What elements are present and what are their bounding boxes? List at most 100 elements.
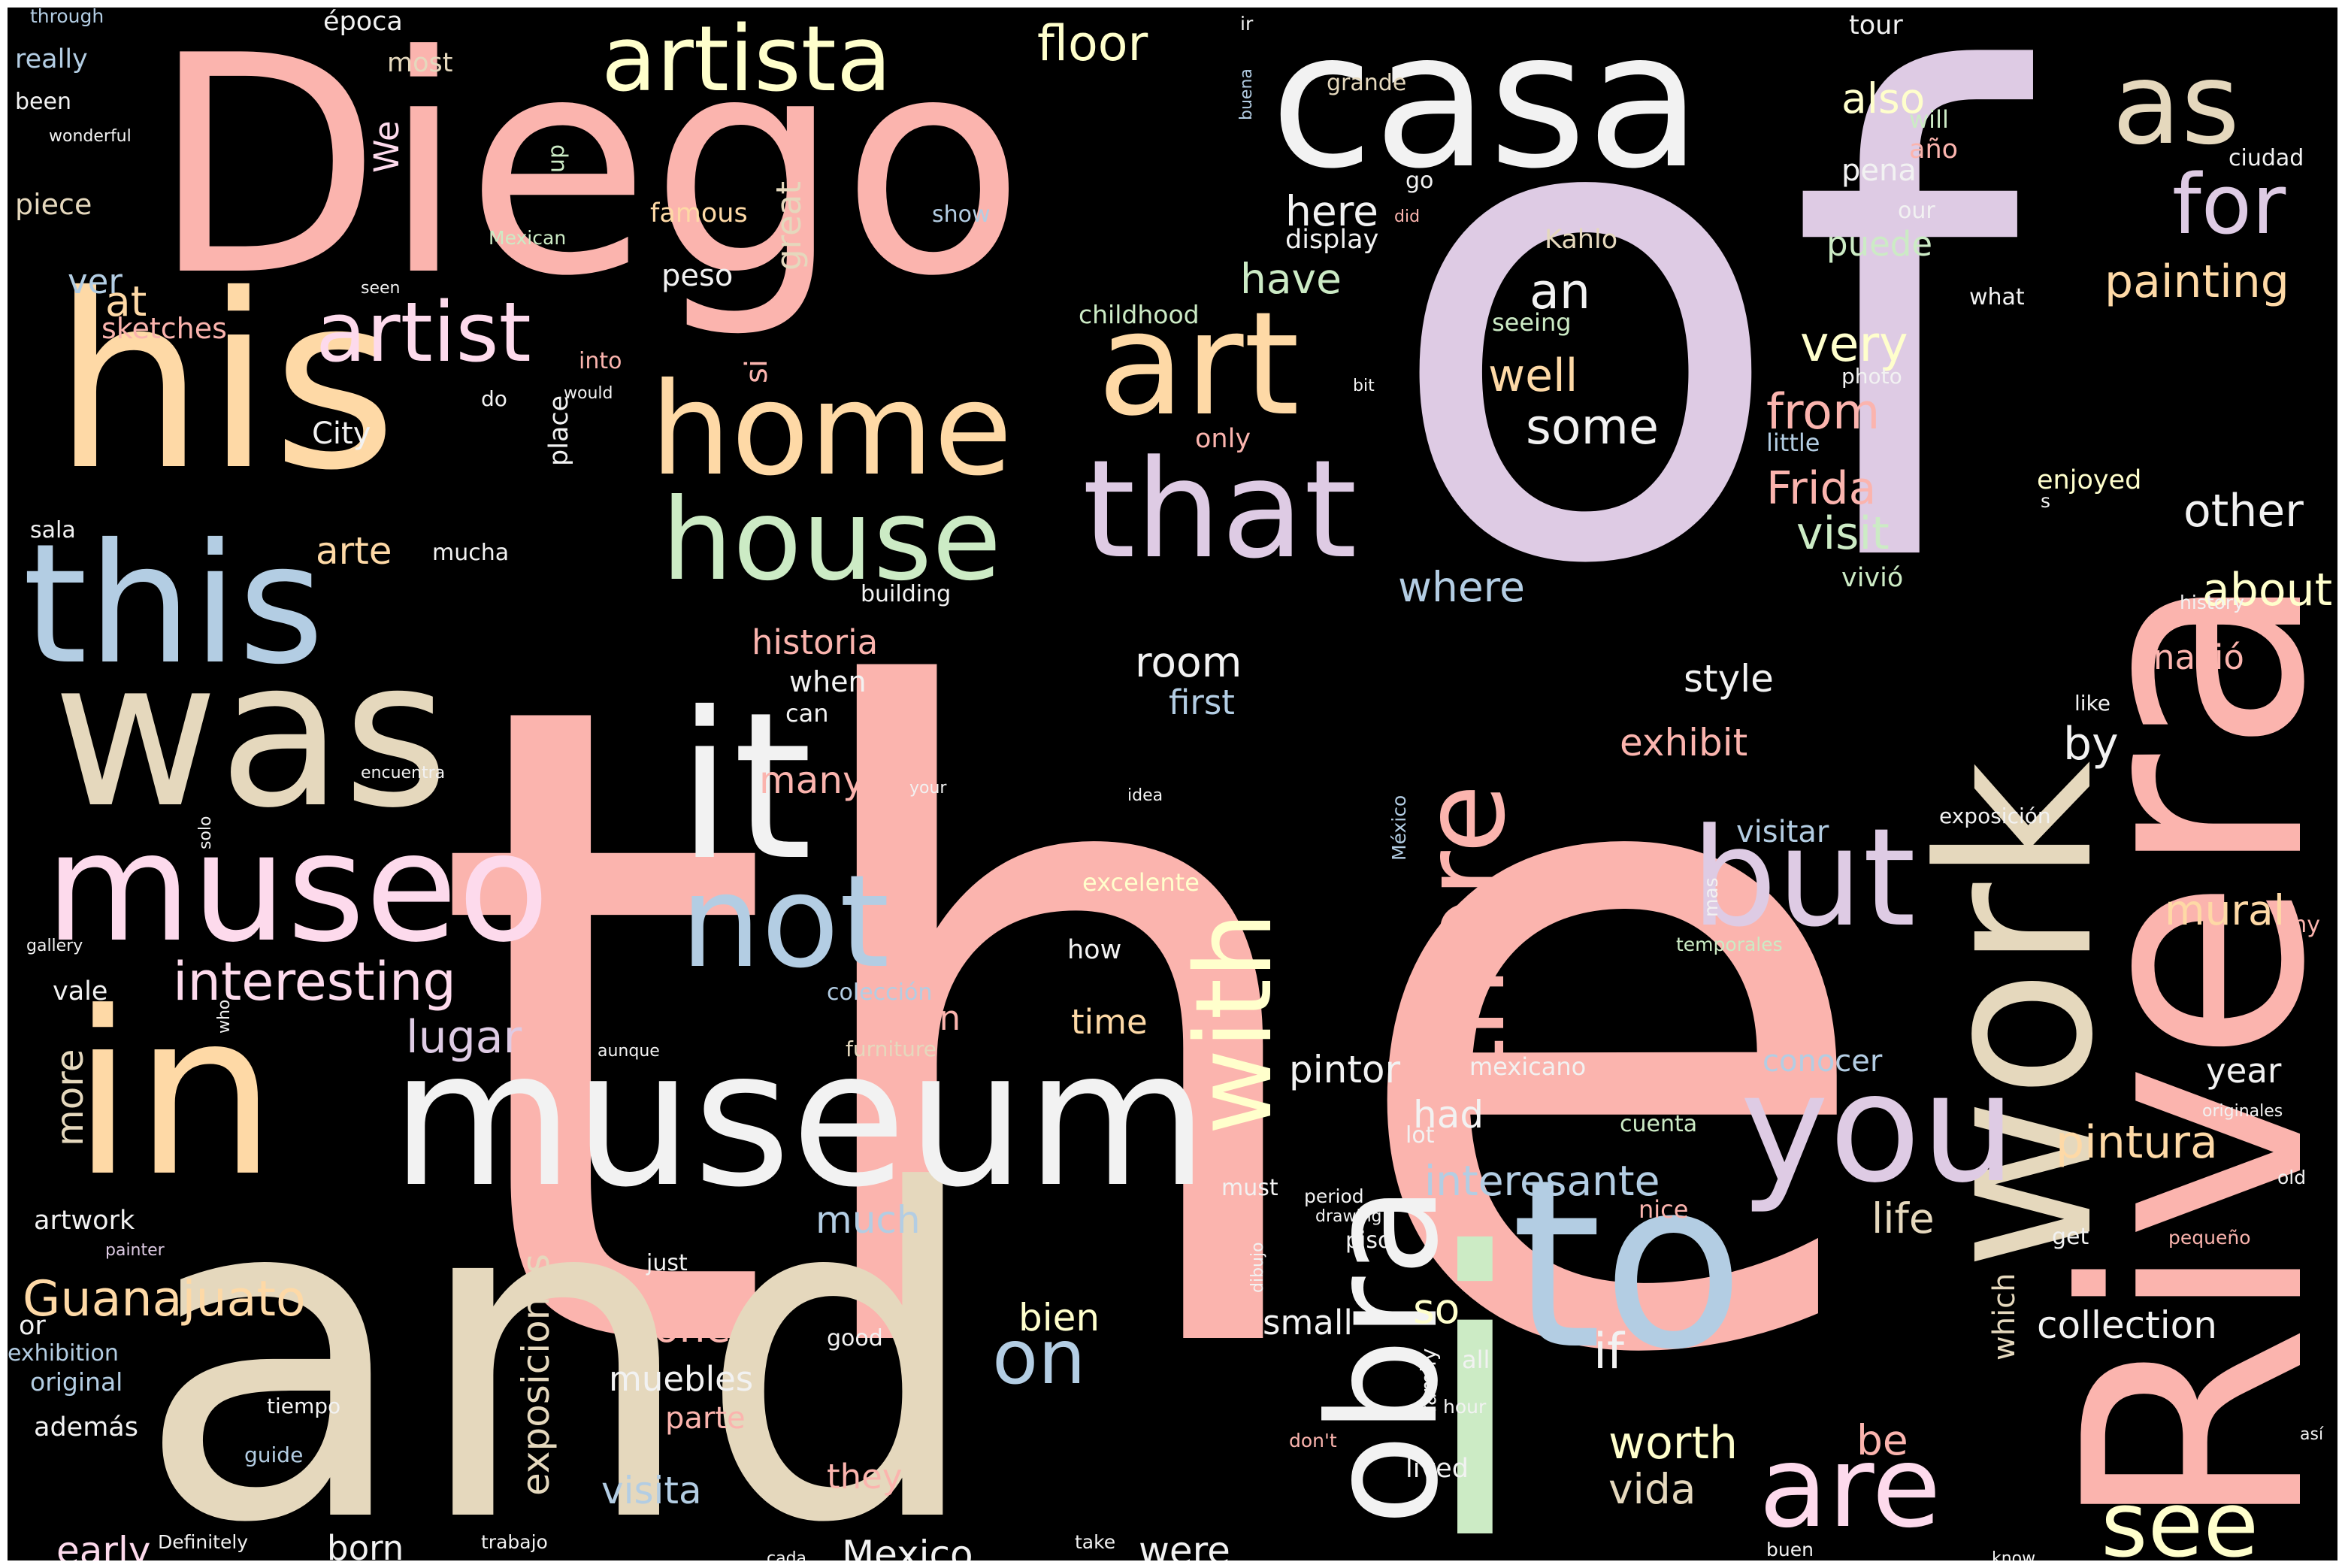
word-guide: guide [244,1442,303,1467]
word-arte: arte [316,529,392,573]
word-cuenta: cuenta [1620,1111,1697,1137]
word-si: si [740,359,774,383]
word-dibujo: dibujo [1248,1242,1267,1293]
word-house: house [661,475,1001,606]
word-exhibition: exhibition [8,1340,119,1367]
word-our: our [1898,198,1935,224]
word-was: was [53,616,449,852]
word-by: by [2063,718,2119,770]
word-photo: photo [1841,364,1902,389]
word-there: there [1399,784,1530,1082]
word-idea: idea [1127,786,1163,805]
word-grande: grande [1327,70,1406,96]
word-your: your [909,779,947,798]
word-were: were [1139,1529,1230,1560]
word-parte: parte [665,1401,746,1436]
word-who: who [215,1000,234,1034]
word-interesante: interesante [1424,1157,1660,1205]
word-bien: bien [1018,1296,1100,1339]
word-know: know [1992,1549,2035,1560]
word-well: well [1488,350,1578,402]
word-been: been [15,89,71,115]
word-lot: lot [1405,1122,1435,1149]
word-frida: Frida [1766,462,1876,515]
word-really: really [15,44,88,74]
word-exhibit: exhibit [1620,721,1747,764]
word-guanajuato: Guanajuato [23,1271,306,1327]
word-life: life [1871,1194,1935,1243]
word-where: where [1398,563,1525,611]
word-are: are [1759,1422,1941,1553]
word-museo: museo [45,801,549,976]
word-artwork: artwork [34,1206,135,1236]
word-as: as [2112,39,2240,170]
word-original: original [30,1367,123,1397]
word-would: would [564,384,613,403]
word-painter: painter [105,1241,165,1260]
word-at: at [105,277,147,325]
word-go: go [1405,168,1433,194]
word-the: the [428,516,1884,1548]
word-pintor: pintor [1289,1048,1401,1091]
word-only: only [1195,424,1251,454]
word-peso: peso [661,259,733,293]
word-sala: sala [30,517,76,543]
word-artista: artista [601,8,891,112]
word-one: one [654,1303,731,1352]
word-gallery: gallery [26,937,83,955]
word-tour: tour [1849,11,1903,41]
word-tiempo: tiempo [267,1394,340,1418]
word-piece: piece [15,188,92,221]
word-did: did [1394,207,1420,226]
word-little: little [1766,428,1820,457]
word-have: have [1240,255,1342,303]
word-m-xico: México [1388,795,1410,861]
word-don-t: don't [1289,1430,1337,1451]
word-in: in [71,964,277,1226]
word-mexicano: mexicano [1469,1052,1586,1081]
word-solo: solo [196,816,215,850]
word-history: history [2180,592,2244,613]
word-great: great [769,181,809,271]
word-art: art [1097,281,1300,447]
word-can: can [785,699,828,728]
word-worth: worth [1608,1417,1738,1470]
word-do: do [481,386,507,411]
word-visitar: visitar [1736,815,1829,849]
word-conocer: conocer [1763,1044,1883,1079]
word-will: will [1909,105,1949,134]
word-piso: piso [1345,1227,1391,1254]
word-lived: lived [1405,1454,1469,1484]
word-ver: ver [68,262,123,301]
word-period: period [1304,1185,1364,1207]
word-buen: buen [1766,1539,1814,1560]
word-mural: mural [2165,886,2285,934]
word-casa: casa [1270,8,1702,210]
word-many: many [759,758,865,802]
word-like: like [2074,691,2110,716]
word-aunque: aunque [598,1042,660,1061]
word-born: born [327,1528,404,1560]
word-which: which [1987,1273,2022,1361]
word-other: other [2183,485,2304,537]
word-excelente: excelente [1082,868,1200,897]
word-originales: originales [2202,1102,2283,1121]
word-about: about [2202,564,2332,616]
word-nice: nice [1638,1195,1688,1224]
word-vivi-: vivió [1841,563,1903,593]
word-puede: puede [1826,224,1932,264]
word-or: or [19,1311,46,1341]
word-childhood: childhood [1079,300,1200,329]
word-on: on [992,1313,1086,1401]
word-seen: seen [361,279,400,298]
word-bit: bit [1353,377,1375,395]
word-from: from [1766,384,1880,440]
word-floor: floor [1037,16,1148,72]
word-mas: mas [1700,877,1722,917]
word-into: into [579,348,622,374]
word-diego: Diego [150,8,1025,342]
word-they: they [827,1457,902,1497]
word-drawing: drawing [1315,1207,1382,1226]
